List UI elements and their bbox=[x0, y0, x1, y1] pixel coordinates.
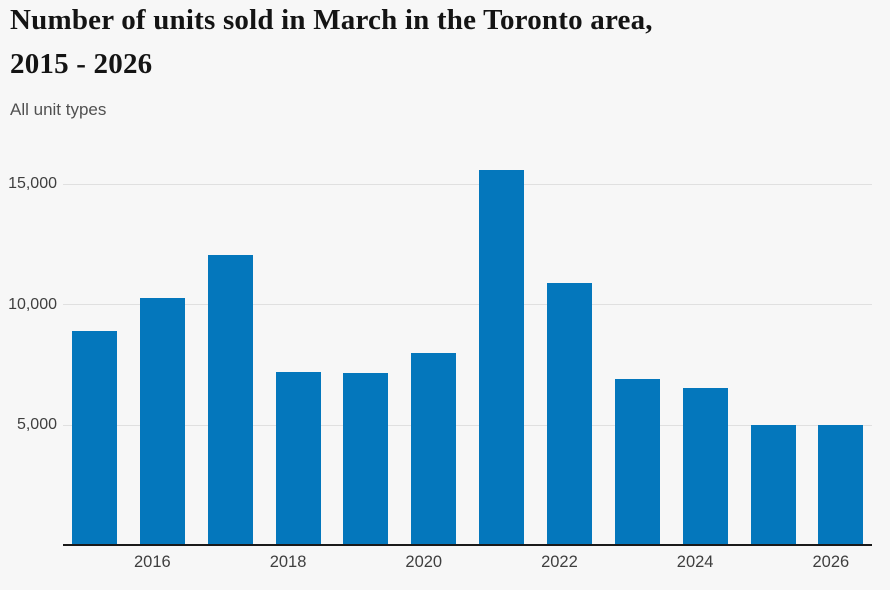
x-tick-label-2016: 2016 bbox=[133, 553, 171, 571]
bar-2024[interactable] bbox=[682, 387, 728, 546]
chart-title-line-2: 2015 - 2026 bbox=[10, 48, 153, 80]
chart-title-line-1: Number of units sold in March in the Tor… bbox=[10, 4, 653, 36]
bar-2018[interactable] bbox=[275, 372, 321, 546]
gridline-15000 bbox=[63, 183, 872, 185]
x-tick-label-2026: 2026 bbox=[812, 553, 850, 571]
x-tick-label-2022: 2022 bbox=[541, 553, 578, 571]
y-tick-label-15000: 15,000 bbox=[8, 175, 57, 193]
x-tick-label-2018: 2018 bbox=[269, 553, 307, 571]
chart-title: Number of units sold in March in the Tor… bbox=[10, 0, 886, 86]
bar-2022[interactable] bbox=[546, 283, 592, 546]
bar-2025[interactable] bbox=[750, 425, 796, 546]
gridline-10000 bbox=[63, 304, 872, 306]
bar-2015[interactable] bbox=[72, 331, 117, 546]
chart-subtitle: All unit types bbox=[10, 100, 107, 119]
x-axis-line bbox=[63, 543, 872, 546]
bar-2021[interactable] bbox=[479, 170, 525, 546]
bar-2020[interactable] bbox=[411, 352, 457, 546]
gridline-5000 bbox=[63, 424, 872, 426]
bar-2023[interactable] bbox=[614, 379, 660, 546]
x-tick-label-2024: 2024 bbox=[676, 553, 714, 571]
x-tick-label-2020: 2020 bbox=[405, 553, 443, 571]
bar-2017[interactable] bbox=[207, 255, 253, 546]
y-tick-label-10000: 10,000 bbox=[8, 295, 57, 313]
y-tick-label-5000: 5,000 bbox=[16, 416, 57, 434]
bar-2016[interactable] bbox=[139, 297, 185, 546]
bar-2026[interactable] bbox=[818, 425, 864, 546]
bar-2019[interactable] bbox=[343, 373, 389, 546]
